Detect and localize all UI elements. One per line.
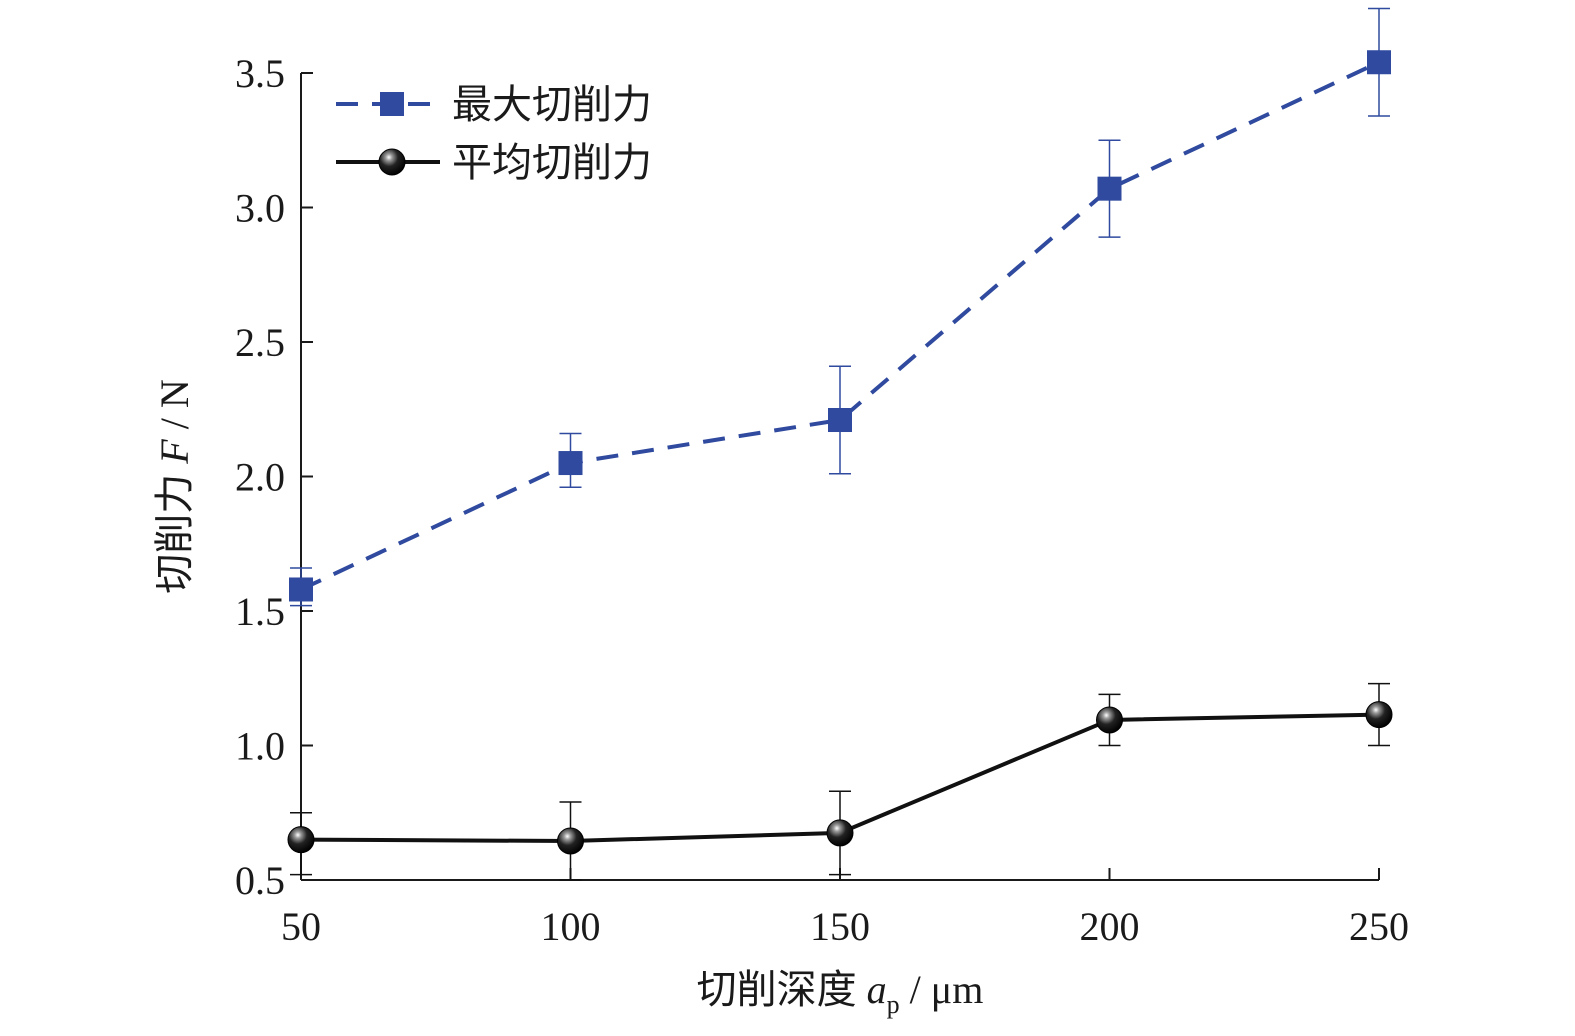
axes: 0.5 1.0 1.5 2.0 2.5 3.0 3.5 50 100 150 200 250 切削深度 … <box>152 51 1409 1019</box>
y-tick-label: 3.0 <box>235 186 285 231</box>
data-point <box>1367 50 1391 75</box>
series-2 <box>287 682 1393 881</box>
data-point <box>558 451 583 476</box>
y-axis-title: 切削力 F / N <box>152 379 197 593</box>
legend-marker <box>378 148 406 176</box>
legend-marker <box>380 92 404 116</box>
y-tick-label: 1.0 <box>235 724 285 769</box>
data-point <box>287 826 315 854</box>
x-tick-label: 150 <box>810 904 870 949</box>
x-axis-title: 切削深度 ap / μm <box>697 967 984 1019</box>
y-tick-label: 2.5 <box>235 320 285 365</box>
series-1 <box>289 7 1391 607</box>
data-point <box>1365 701 1393 729</box>
y-tick-label: 0.5 <box>235 858 285 903</box>
data-point <box>826 819 854 847</box>
series-line <box>300 60 1380 592</box>
legend-label: 平均切削力 <box>452 140 652 185</box>
y-tick-label: 1.5 <box>235 589 285 634</box>
x-tick-label: 50 <box>281 904 321 949</box>
data-point <box>1097 176 1122 201</box>
legend-item-1: 最大切削力 <box>336 82 652 127</box>
data-point <box>557 827 584 855</box>
x-tick-label: 250 <box>1349 904 1409 949</box>
data-point <box>828 408 852 433</box>
x-tick-label: 200 <box>1080 904 1140 949</box>
legend-item-2: 平均切削力 <box>336 140 652 185</box>
x-tick-label: 100 <box>541 904 601 949</box>
y-tick-label: 2.0 <box>235 455 285 500</box>
data-point <box>1096 706 1123 734</box>
legend-label: 最大切削力 <box>452 82 652 127</box>
y-tick-label: 3.5 <box>235 51 285 96</box>
series-group <box>287 7 1393 881</box>
data-point <box>289 577 313 602</box>
